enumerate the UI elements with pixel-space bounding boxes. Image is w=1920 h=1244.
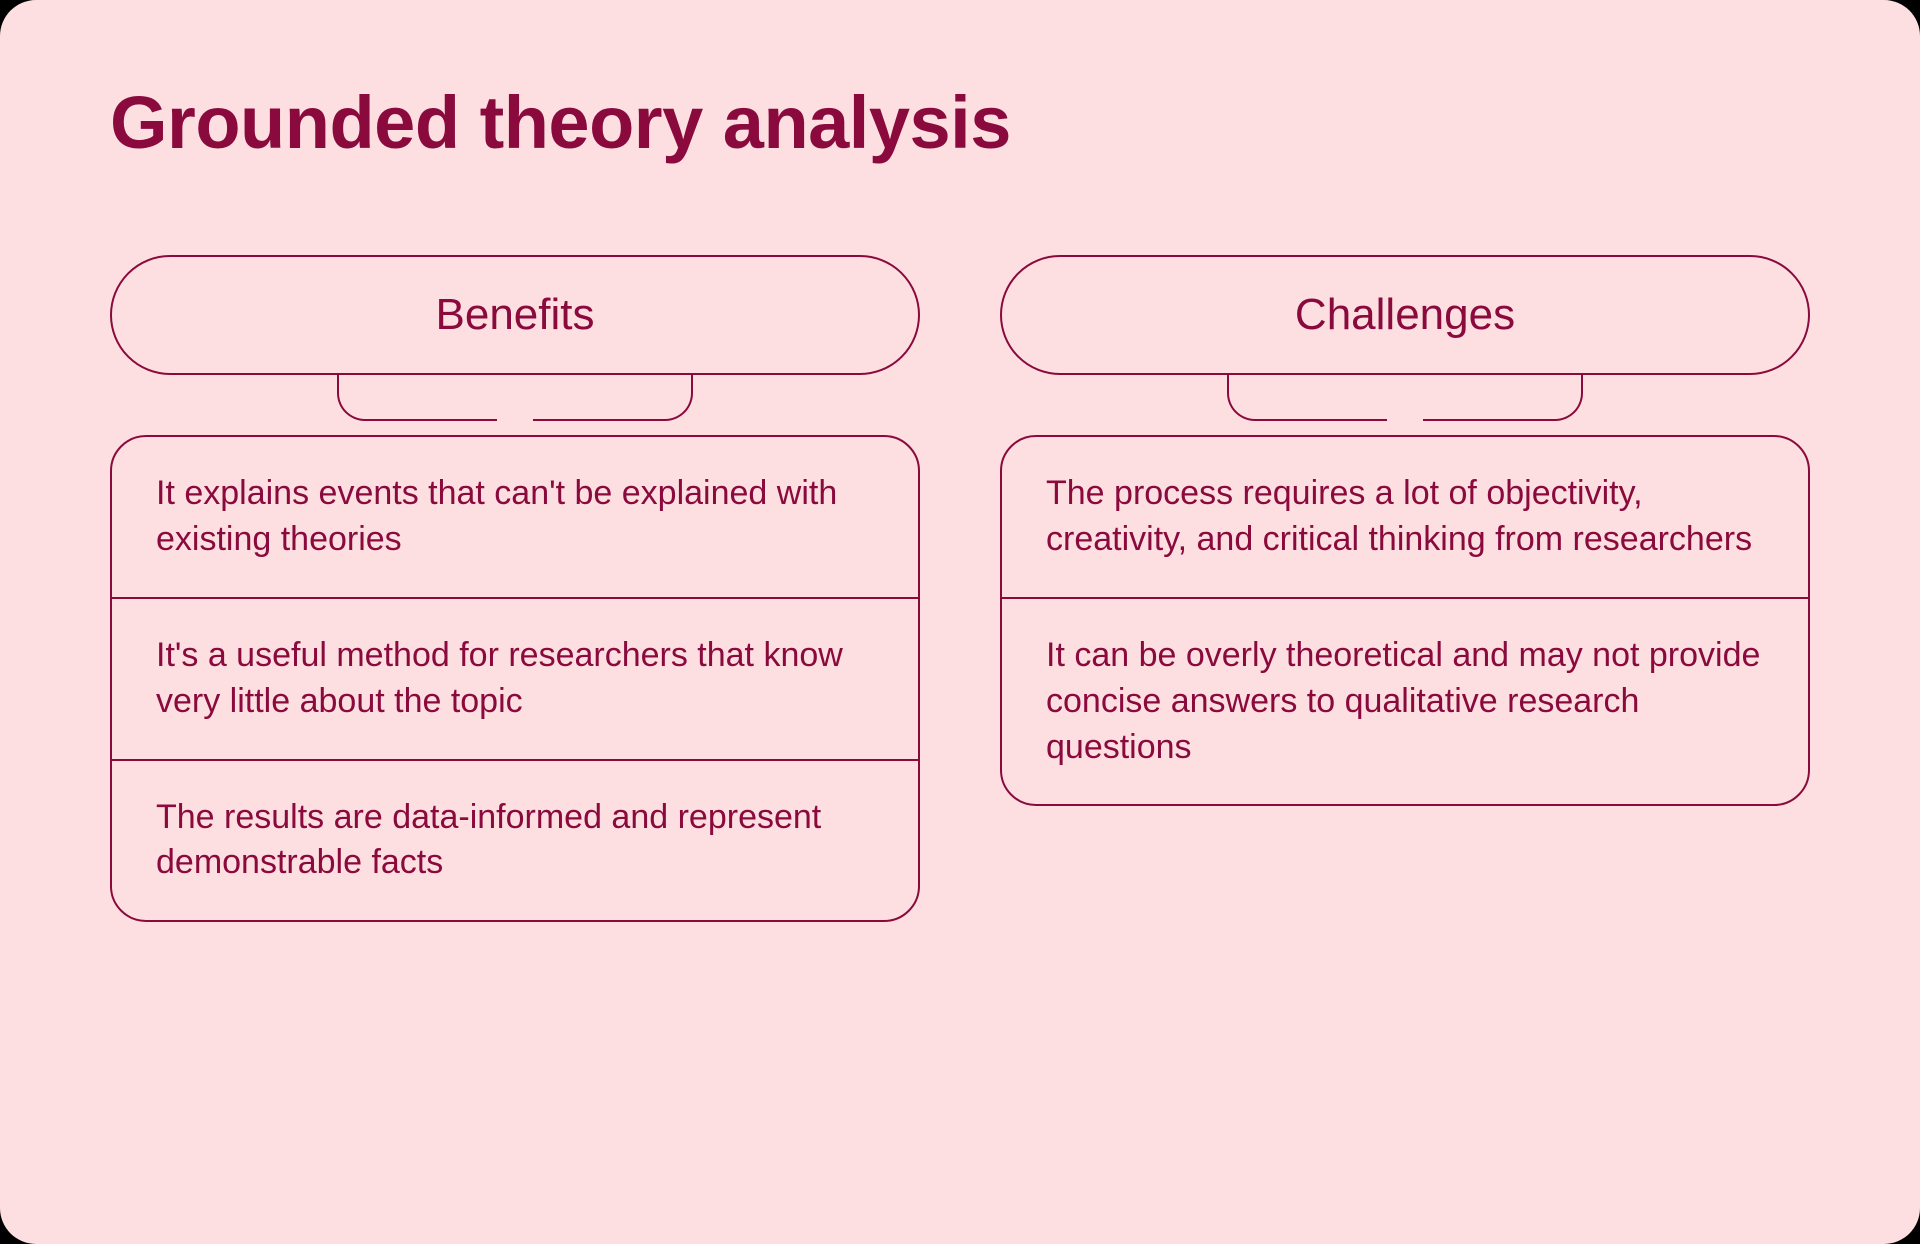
benefits-item: It explains events that can't be explain… (112, 437, 918, 597)
column-challenges: Challenges The process requires a lot of … (1000, 255, 1810, 806)
columns-container: Benefits It explains events that can't be… (110, 255, 1810, 922)
challenges-header-label: Challenges (1295, 290, 1515, 340)
challenges-item: The process requires a lot of objectivit… (1002, 437, 1808, 597)
benefits-connector (110, 375, 920, 435)
challenges-item: It can be overly theoretical and may not… (1002, 597, 1808, 805)
benefits-connector-left (337, 375, 497, 421)
benefits-header-pill: Benefits (110, 255, 920, 375)
infographic-canvas: Grounded theory analysis Benefits It expl… (0, 0, 1920, 1244)
benefits-header-label: Benefits (436, 290, 595, 340)
benefits-item: It's a useful method for researchers tha… (112, 597, 918, 759)
challenges-header-pill: Challenges (1000, 255, 1810, 375)
benefits-item: The results are data-informed and repres… (112, 759, 918, 921)
challenges-connector (1000, 375, 1810, 435)
page-title: Grounded theory analysis (110, 80, 1810, 165)
benefits-connector-right (533, 375, 693, 421)
benefits-items-box: It explains events that can't be explain… (110, 435, 920, 922)
column-benefits: Benefits It explains events that can't be… (110, 255, 920, 922)
challenges-connector-left (1227, 375, 1387, 421)
challenges-items-box: The process requires a lot of objectivit… (1000, 435, 1810, 806)
challenges-connector-right (1423, 375, 1583, 421)
